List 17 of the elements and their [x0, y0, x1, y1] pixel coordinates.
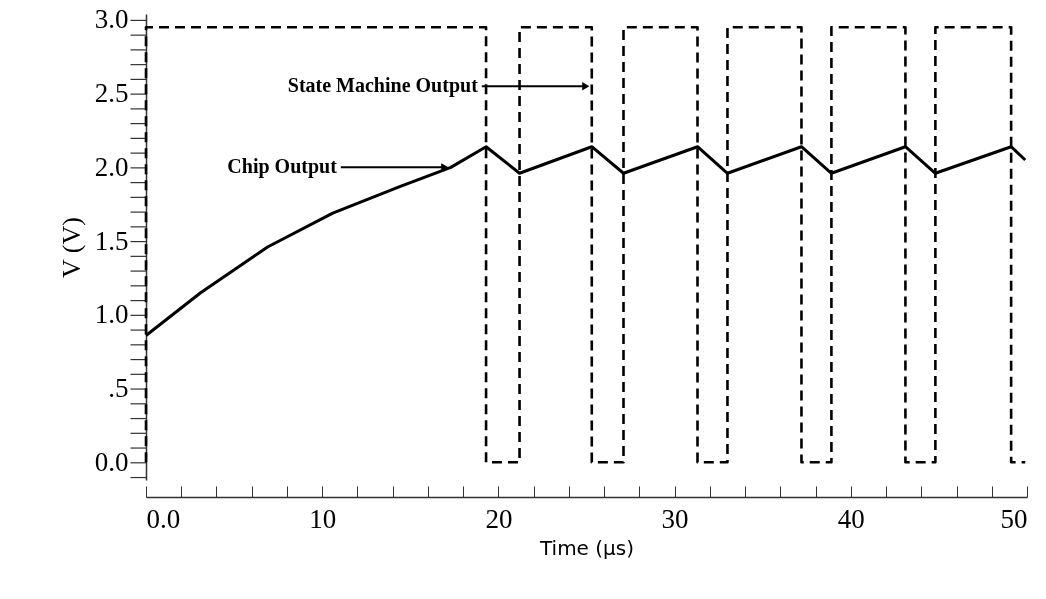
y-tick-label: 3.0	[94, 4, 129, 35]
y-axis-title: V (V)	[56, 217, 86, 278]
y-tick-label: .5	[108, 373, 129, 404]
x-tick-label: 40	[837, 503, 865, 534]
y-tick-label: 2.5	[94, 78, 129, 109]
y-tick-label: 1.0	[94, 299, 129, 330]
x-tick-label: 0.0	[146, 503, 181, 534]
annotation: Chip Output	[227, 155, 338, 179]
y-tick-label: 0.0	[94, 446, 129, 477]
y-tick-label: 2.0	[94, 151, 129, 182]
y-tick-label: 1.5	[94, 225, 129, 256]
x-tick-label: 10	[309, 503, 337, 534]
x-tick-label: 20	[485, 503, 513, 534]
x-axis-title: Time (µs)	[538, 535, 635, 560]
x-tick-label: 50	[1000, 503, 1028, 534]
annotation: State Machine Output	[287, 74, 479, 98]
x-tick-label: 30	[661, 503, 689, 534]
